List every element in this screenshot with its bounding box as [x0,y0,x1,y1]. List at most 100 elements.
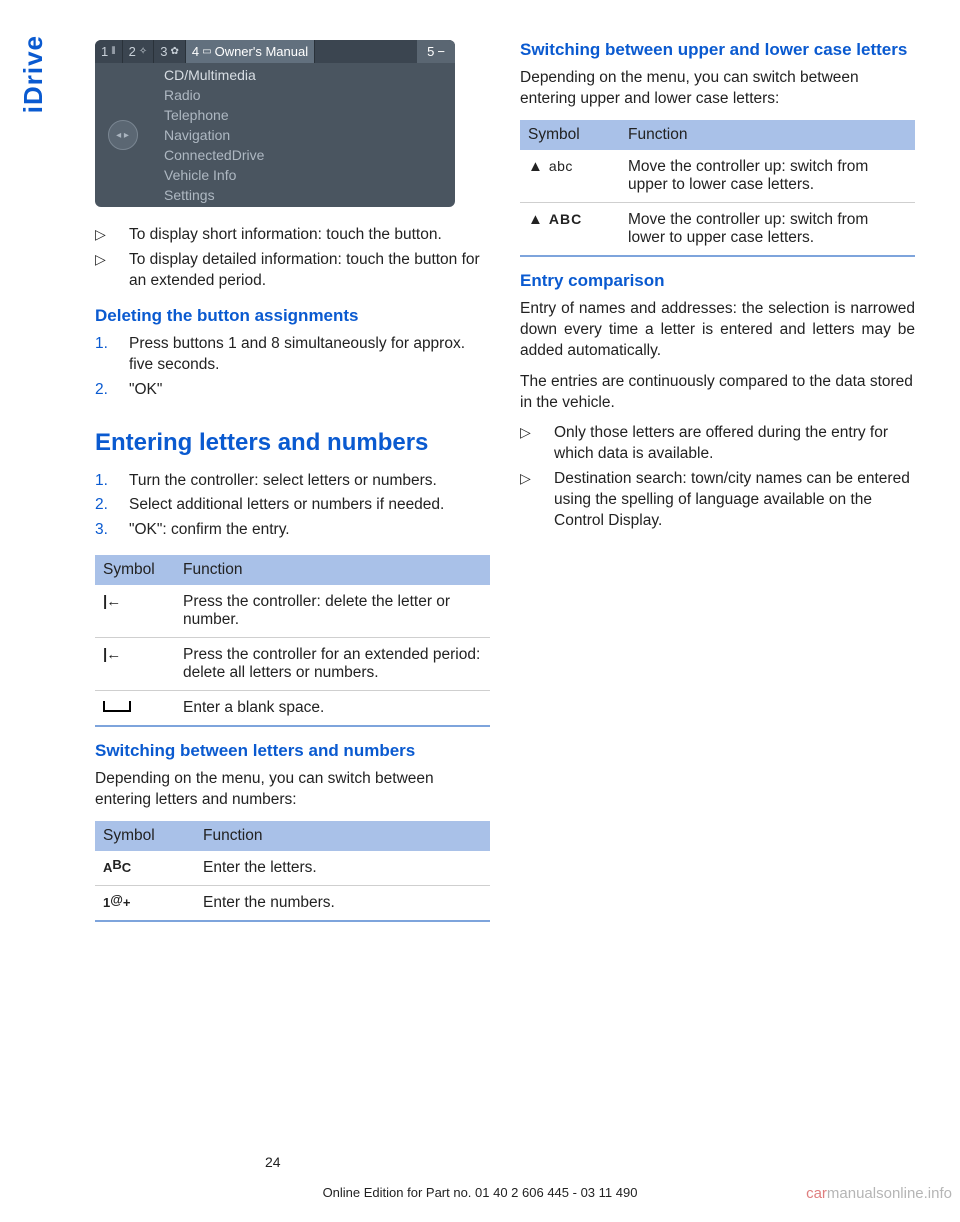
ordered-list: 1. Turn the controller: select letters o… [95,471,490,542]
th-symbol: Symbol [528,126,628,144]
triangle-bullet-icon [520,469,554,532]
left-column: 1⦀ 2✧ 3✿ 4▭ Owner's Manual 5 − ◂ ▸ CD/Mu… [95,40,490,936]
list-number: 2. [95,380,129,401]
list-item: 1. Turn the controller: select letters o… [95,471,490,492]
ss-menu-item: Vehicle Info [150,165,455,185]
heading-switch-ln: Switching between letters and numbers [95,741,490,761]
heading-switch-case: Switching between upper and lower case l… [520,40,915,60]
function-cell: Enter a blank space. [183,699,482,717]
ss-tab-1: 1⦀ [95,40,123,63]
list-text: Turn the controller: select letters or n… [129,471,490,492]
list-text: "OK": confirm the entry. [129,520,490,541]
arrow-up-icon: ▲ [528,158,543,175]
table-row: Enter a blank space. [95,691,490,725]
backspace-icon: |← [103,646,120,663]
table-row: ABC Enter the letters. [95,851,490,886]
th-function: Function [628,126,907,144]
function-cell: Move the controller up: switch from uppe… [628,158,907,194]
symbol-cell: ▲ ABC [528,211,628,247]
th-function: Function [183,561,482,579]
bullet-text: Only those letters are offered during th… [554,423,915,465]
symbol-cell: |← [103,593,183,629]
table-row: ▲ abc Move the controller up: switch fro… [520,150,915,203]
function-cell: Press the controller for an extended per… [183,646,482,682]
triangle-bullet-icon [520,423,554,465]
function-cell: Enter the letters. [203,859,482,877]
paragraph: Depending on the menu, you can switch be… [520,68,915,110]
table-row: 1@+ Enter the numbers. [95,886,490,920]
list-item: 1. Press buttons 1 and 8 simultaneously … [95,334,490,376]
ss-menu-item: Radio [150,85,455,105]
function-cell: Move the controller up: switch from lowe… [628,211,907,247]
ss-menu-item: Telephone [150,105,455,125]
letters-mode-icon: ABC [103,857,131,875]
symbol-cell: 1@+ [103,894,203,912]
function-cell: Press the controller: delete the letter … [183,593,482,629]
bullet-text: Destination search: town/city names can … [554,469,915,532]
list-item: 3. "OK": confirm the entry. [95,520,490,541]
ss-tab-5: 5 − [417,40,455,63]
list-number: 3. [95,520,129,541]
list-number: 2. [95,495,129,516]
list-item: 2. Select additional letters or numbers … [95,495,490,516]
side-tab-label: iDrive [18,35,49,113]
idrive-screenshot: 1⦀ 2✧ 3✿ 4▭ Owner's Manual 5 − ◂ ▸ CD/Mu… [95,40,455,207]
ss-menu-item: ConnectedDrive [150,145,455,165]
ss-tab-2: 2✧ [123,40,155,63]
table-header: Symbol Function [95,555,490,585]
symbol-cell: |← [103,646,183,682]
screenshot-tabbar: 1⦀ 2✧ 3✿ 4▭ Owner's Manual 5 − [95,40,455,63]
paragraph: Depending on the menu, you can switch be… [95,769,490,811]
list-number: 1. [95,471,129,492]
th-symbol: Symbol [103,827,203,845]
arrow-up-icon: ▲ [528,211,543,228]
list-item: To display detailed information: touch t… [95,250,490,292]
table-header: Symbol Function [95,821,490,851]
th-function: Function [203,827,482,845]
backspace-icon: |← [103,593,120,610]
list-item: To display short information: touch the … [95,225,490,246]
ss-menu-item: Navigation [150,125,455,145]
symbol-function-table: Symbol Function ABC Enter the letters. 1… [95,821,490,922]
table-row: |← Press the controller for an extended … [95,638,490,691]
heading-K:entry: Entry comparison [520,271,915,291]
ss-menu-item: CD/Multimedia [150,65,455,85]
ss-menu-item: Settings [150,185,455,205]
symbol-function-table: Symbol Function ▲ abc Move the controlle… [520,120,915,257]
ordered-list: 1. Press buttons 1 and 8 simultaneously … [95,334,490,401]
symbol-cell [103,699,183,717]
list-number: 1. [95,334,129,376]
ss-tab-4: 4▭ Owner's Manual [186,40,315,63]
paragraph: Entry of names and addresses: the select… [520,299,915,362]
right-column: Switching between upper and lower case l… [520,40,915,936]
th-symbol: Symbol [103,561,183,579]
space-icon [103,701,131,712]
symbol-function-table: Symbol Function |← Press the controller:… [95,555,490,727]
list-text: Select additional letters or numbers if … [129,495,490,516]
list-item: Only those letters are offered during th… [520,423,915,465]
page-content: 1⦀ 2✧ 3✿ 4▭ Owner's Manual 5 − ◂ ▸ CD/Mu… [95,40,915,936]
symbol-cell: ABC [103,859,203,877]
list-item: Destination search: town/city names can … [520,469,915,532]
screenshot-menu: CD/Multimedia Radio Telephone Navigation… [150,63,455,207]
list-item: 2. "OK" [95,380,490,401]
page-number: 24 [265,1154,281,1170]
bullet-list: Only those letters are offered during th… [520,423,915,532]
list-text: "OK" [129,380,490,401]
triangle-bullet-icon [95,225,129,246]
list-text: Press buttons 1 and 8 simultaneously for… [129,334,490,376]
triangle-bullet-icon [95,250,129,292]
table-header: Symbol Function [520,120,915,150]
ss-tab-3: 3✿ [154,40,186,63]
paragraph: The entries are continuously compared to… [520,372,915,414]
function-cell: Enter the numbers. [203,894,482,912]
section-heading: Entering letters and numbers [95,429,490,457]
screenshot-knob: ◂ ▸ [95,63,150,207]
bullet-text: To display short information: touch the … [129,225,490,246]
uppercase-label: ABC [549,211,582,227]
symbol-cell: ▲ abc [528,158,628,194]
table-row: ▲ ABC Move the controller up: switch fro… [520,203,915,255]
heading-delete: Deleting the button assignments [95,306,490,326]
table-row: |← Press the controller: delete the lett… [95,585,490,638]
numbers-mode-icon: 1@+ [103,892,131,910]
